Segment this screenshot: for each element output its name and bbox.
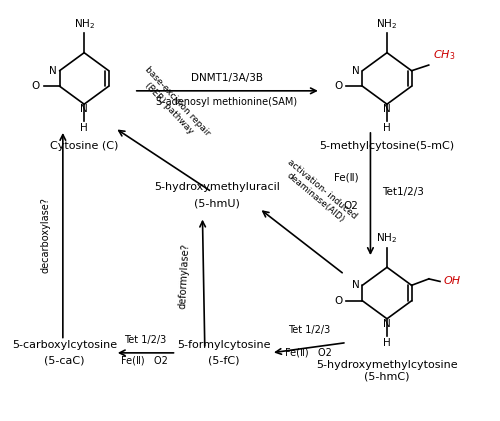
Text: (5-hmU): (5-hmU) [194,198,240,208]
Text: base-excision repair
(BER) pathway: base-excision repair (BER) pathway [135,64,212,144]
Text: 5-hydroxymethyluracil: 5-hydroxymethyluracil [154,182,280,192]
Text: Cytosine (C): Cytosine (C) [50,141,118,151]
Text: N: N [352,280,360,290]
Text: O: O [334,296,342,306]
Text: N: N [352,66,360,76]
Text: Fe(Ⅱ)   O2: Fe(Ⅱ) O2 [286,347,333,357]
Text: 5-formylcytosine: 5-formylcytosine [177,340,270,350]
Text: 5-hydroxymethylcytosine
(5-hmC): 5-hydroxymethylcytosine (5-hmC) [316,360,458,382]
Text: NH$_2$: NH$_2$ [74,17,94,31]
Text: activation- induced
deaminase(AID): activation- induced deaminase(AID) [278,158,358,229]
Text: (5-caC): (5-caC) [44,356,84,366]
Text: N: N [50,66,57,76]
Text: NH$_2$: NH$_2$ [376,232,398,245]
Text: H: H [383,338,391,348]
Text: Tet 1/2/3: Tet 1/2/3 [288,325,330,335]
Text: OH: OH [444,277,460,286]
Text: N: N [80,104,88,114]
Text: decarboxylase?: decarboxylase? [40,197,50,273]
Text: DNMT1/3A/3B: DNMT1/3A/3B [191,73,263,83]
Text: N: N [383,104,391,114]
Text: S-adenosyl methionine(SAM): S-adenosyl methionine(SAM) [156,97,298,107]
Text: 5-carboxylcytosine: 5-carboxylcytosine [12,340,117,350]
Text: 5-methylcytosine(5-mC): 5-methylcytosine(5-mC) [320,141,454,151]
Text: Tet1/2/3: Tet1/2/3 [382,187,424,197]
Text: H: H [80,123,88,133]
Text: CH$_3$: CH$_3$ [434,48,456,62]
Text: deformylase?: deformylase? [177,244,190,309]
Text: Fe(Ⅱ): Fe(Ⅱ) [334,173,358,182]
Text: O2: O2 [344,201,358,211]
Text: H: H [383,123,391,133]
Text: (5-fC): (5-fC) [208,356,240,366]
Text: N: N [383,319,391,329]
Text: O: O [32,81,40,91]
Text: O: O [334,81,342,91]
Text: Tet 1/2/3: Tet 1/2/3 [124,335,166,345]
Text: NH$_2$: NH$_2$ [376,17,398,31]
Text: Fe(Ⅱ)   O2: Fe(Ⅱ) O2 [122,356,168,366]
